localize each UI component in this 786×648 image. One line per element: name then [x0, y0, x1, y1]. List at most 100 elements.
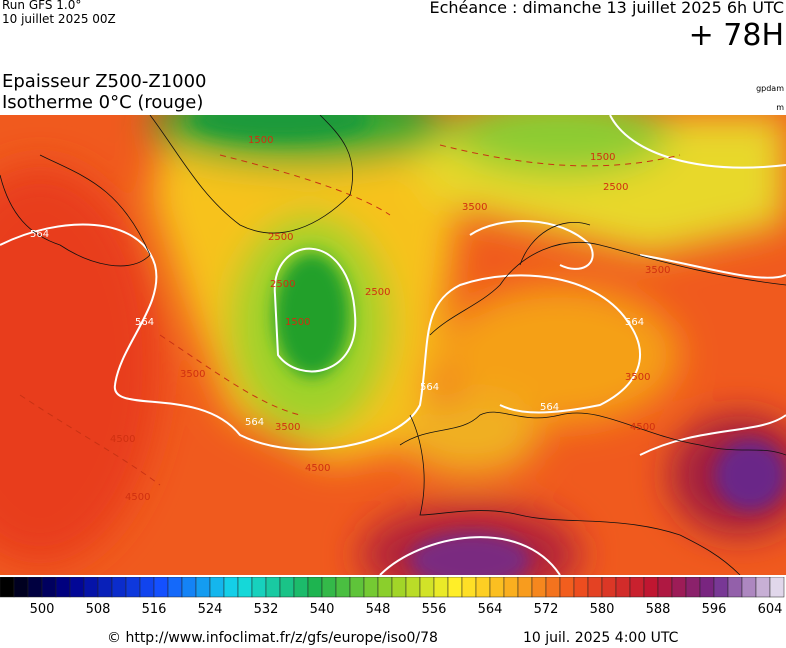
run-date: 10 juillet 2025 00Z: [2, 12, 116, 26]
contour-label: 1500: [590, 152, 615, 163]
colorbar-swatch: [97, 577, 113, 598]
contour-label: 4500: [630, 422, 655, 433]
colorbar-label: 580: [590, 602, 615, 617]
colorbar-swatch: [335, 577, 351, 598]
colorbar-swatch: [769, 577, 785, 598]
colorbar-swatch: [223, 577, 239, 598]
colorbar-swatch: [41, 577, 57, 598]
colorbar-swatch: [181, 577, 197, 598]
colorbar-swatch: [265, 577, 281, 598]
colorbar-swatch: [713, 577, 729, 598]
colorbar-swatch: [209, 577, 225, 598]
contour-label: 4500: [305, 463, 330, 474]
contour-label: 3500: [275, 422, 300, 433]
subtitle: Isotherme 0°C (rouge): [2, 92, 204, 113]
colorbar-swatch: [755, 577, 771, 598]
colorbar-swatch: [251, 577, 267, 598]
colorbar-swatch: [195, 577, 211, 598]
colorbar-swatch: [601, 577, 617, 598]
contour-label: 564: [625, 317, 644, 328]
colorbar-label: 540: [310, 602, 335, 617]
colorbar-label: 556: [422, 602, 447, 617]
contour-label: 564: [30, 229, 49, 240]
colorbar-swatch: [0, 577, 15, 598]
colorbar-swatch: [685, 577, 701, 598]
contour-label: 3500: [625, 372, 650, 383]
colorbar-swatch: [503, 577, 519, 598]
colorbar-swatch: [643, 577, 659, 598]
title: Epaisseur Z500-Z1000: [2, 71, 207, 92]
colorbar-swatch: [629, 577, 645, 598]
colorbar-swatch: [139, 577, 155, 598]
hour: + 78H: [688, 18, 784, 53]
isolines-564: [0, 115, 786, 575]
colorbar-swatch: [391, 577, 407, 598]
colorbar-swatch: [167, 577, 183, 598]
contour-label: 1500: [285, 317, 310, 328]
colorbar-swatch: [125, 577, 141, 598]
contour-label: 4500: [125, 492, 150, 503]
run: Run GFS 1.0°: [2, 0, 82, 12]
colorbar-swatch: [559, 577, 575, 598]
contour-label: 3500: [180, 369, 205, 380]
colorbar-swatch: [293, 577, 309, 598]
unit-top: gpdam: [756, 84, 784, 93]
contour-label: 4500: [110, 434, 135, 445]
colorbar-label: 532: [254, 602, 279, 617]
colorbar-swatch: [307, 577, 323, 598]
colorbar-swatch: [447, 577, 463, 598]
contour-label: 2500: [603, 182, 628, 193]
colorbar-swatch: [433, 577, 449, 598]
colorbar-swatch: [545, 577, 561, 598]
colorbar-label: 564: [478, 602, 503, 617]
colorbar-label: 548: [366, 602, 391, 617]
colorbar-swatch: [377, 577, 393, 598]
colorbar-swatch: [13, 577, 29, 598]
colorbar-swatch: [461, 577, 477, 598]
colorbar-swatch: [741, 577, 757, 598]
map: 564 564 564 564 564 564 3500 3500 3500 3500 3500 25…: [0, 115, 786, 575]
colorbar-swatch: [405, 577, 421, 598]
colorbar-swatch: [573, 577, 589, 598]
colorbar: 500 508 516 524 532 540 548 556 564 572 580 588 596 6…: [0, 577, 785, 617]
colorbar-swatch: [699, 577, 715, 598]
contour-label: 3500: [462, 202, 487, 213]
colorbar-swatch: [657, 577, 673, 598]
contour-label: 564: [245, 417, 264, 428]
unit-bottom: m: [776, 103, 784, 112]
contour-label: 1500: [248, 135, 273, 146]
colorbar-swatch: [279, 577, 295, 598]
contour-label: 564: [420, 382, 439, 393]
contour-label: 2500: [270, 279, 295, 290]
footer-date: 10 juil. 2025 4:00 UTC: [523, 630, 679, 646]
footer-url: © http://www.infoclimat.fr/z/gfs/europe/…: [107, 630, 438, 646]
colorbar-label: 500: [30, 602, 55, 617]
colorbar-swatch: [83, 577, 99, 598]
colorbar-swatch: [55, 577, 71, 598]
colorbar-swatch: [363, 577, 379, 598]
colorbar-label: 516: [142, 602, 167, 617]
colorbar-swatch: [349, 577, 365, 598]
colorbar-label: 604: [758, 602, 783, 617]
colorbar-swatch: [531, 577, 547, 598]
colorbar-swatch: [153, 577, 169, 598]
colorbar-label: 588: [646, 602, 671, 617]
contour-label: 3500: [645, 265, 670, 276]
colorbar-swatch: [237, 577, 253, 598]
colorbar-swatch: [727, 577, 743, 598]
colorbar-swatch: [517, 577, 533, 598]
colorbar-label: 508: [86, 602, 111, 617]
colorbar-label: 572: [534, 602, 559, 617]
colorbar-label: 524: [198, 602, 223, 617]
colorbar-swatch: [419, 577, 435, 598]
colorbar-label: 596: [702, 602, 727, 617]
contour-label: 2500: [268, 232, 293, 243]
colorbar-swatch: [321, 577, 337, 598]
contour-label: 2500: [365, 287, 390, 298]
colorbar-swatch: [27, 577, 43, 598]
colorbar-swatch: [69, 577, 85, 598]
colorbar-swatch: [587, 577, 603, 598]
isotherm-0c: [19, 144, 681, 486]
contour-label: 564: [540, 402, 559, 413]
